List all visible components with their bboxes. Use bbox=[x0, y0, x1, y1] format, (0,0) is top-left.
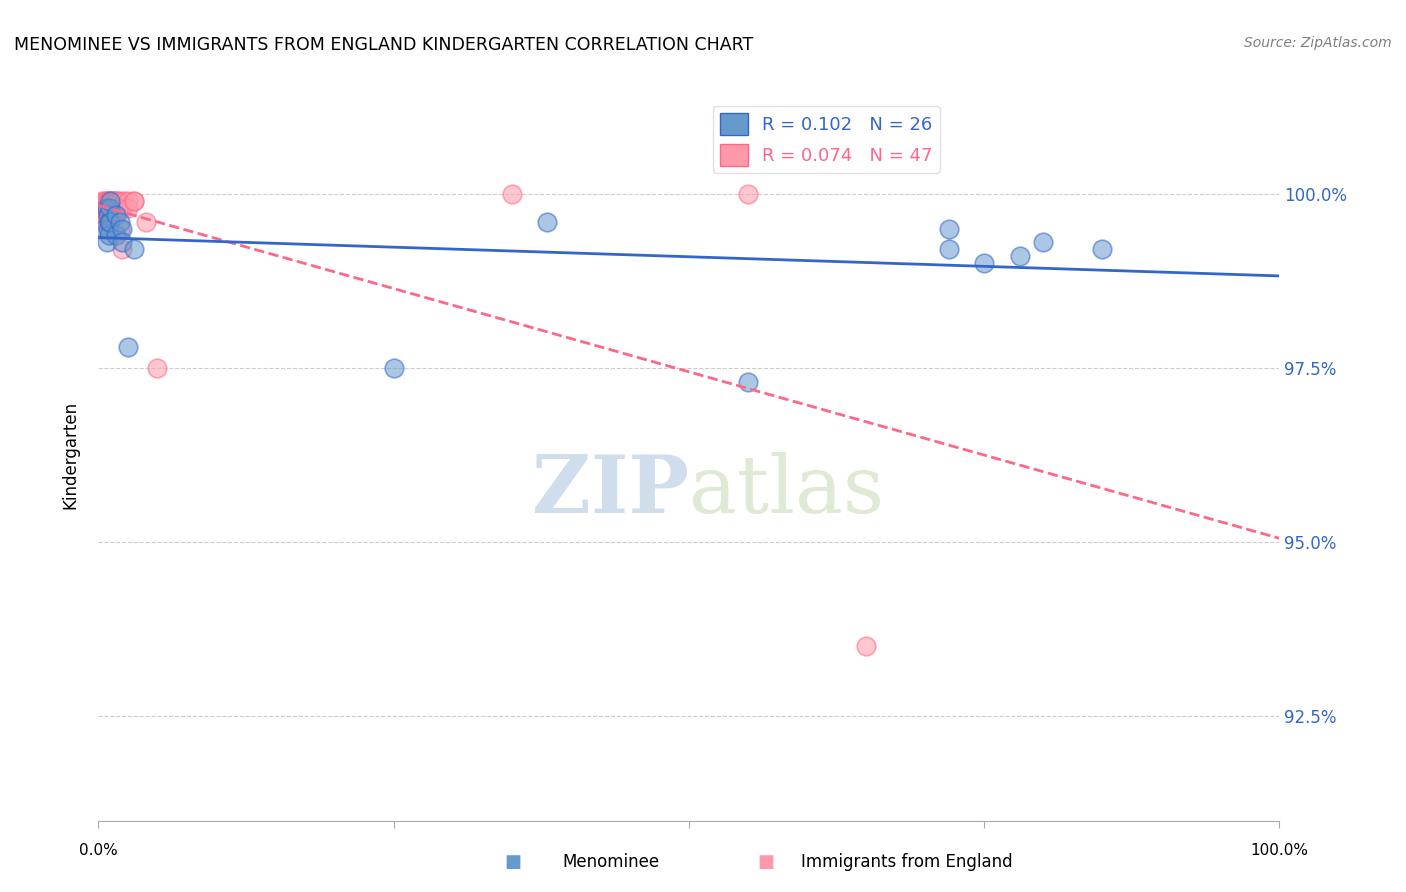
Point bbox=[93, 214, 115, 228]
Point bbox=[98, 201, 121, 215]
Point bbox=[117, 340, 139, 354]
Point bbox=[94, 201, 117, 215]
Point bbox=[112, 194, 135, 208]
Point bbox=[98, 201, 121, 215]
Point bbox=[855, 640, 877, 654]
Point bbox=[94, 194, 117, 208]
Y-axis label: Kindergarten: Kindergarten bbox=[62, 401, 80, 509]
Point bbox=[97, 194, 120, 208]
Text: Immigrants from England: Immigrants from England bbox=[801, 853, 1014, 871]
Point bbox=[122, 194, 145, 208]
Point bbox=[97, 208, 120, 222]
Point bbox=[98, 214, 121, 228]
Point bbox=[93, 194, 115, 208]
Point bbox=[111, 235, 134, 250]
Point bbox=[93, 201, 115, 215]
Point bbox=[135, 214, 157, 228]
Point bbox=[117, 201, 139, 215]
Point bbox=[737, 186, 759, 201]
Point bbox=[91, 208, 114, 222]
Point bbox=[108, 221, 131, 235]
Point bbox=[91, 201, 114, 215]
Point bbox=[111, 243, 134, 257]
Point bbox=[96, 201, 118, 215]
Point bbox=[111, 201, 134, 215]
Point bbox=[107, 201, 129, 215]
Point bbox=[97, 221, 120, 235]
Point bbox=[100, 201, 122, 215]
Point bbox=[117, 194, 139, 208]
Point bbox=[382, 360, 405, 375]
Text: 100.0%: 100.0% bbox=[1250, 843, 1309, 858]
Legend: R = 0.102   N = 26, R = 0.074   N = 47: R = 0.102 N = 26, R = 0.074 N = 47 bbox=[713, 105, 939, 173]
Point bbox=[938, 221, 960, 235]
Point bbox=[96, 208, 118, 222]
Point bbox=[103, 208, 125, 222]
Point bbox=[96, 201, 118, 215]
Text: MENOMINEE VS IMMIGRANTS FROM ENGLAND KINDERGARTEN CORRELATION CHART: MENOMINEE VS IMMIGRANTS FROM ENGLAND KIN… bbox=[14, 36, 754, 54]
Text: Source: ZipAtlas.com: Source: ZipAtlas.com bbox=[1244, 36, 1392, 50]
Point bbox=[100, 194, 122, 208]
Point bbox=[1091, 243, 1114, 257]
Point bbox=[104, 201, 127, 215]
Point bbox=[1008, 249, 1031, 263]
Point bbox=[97, 208, 120, 222]
Point bbox=[98, 208, 121, 222]
Point bbox=[96, 194, 118, 208]
Point bbox=[98, 194, 121, 208]
Point bbox=[108, 214, 131, 228]
Text: 0.0%: 0.0% bbox=[79, 843, 118, 858]
Point bbox=[122, 243, 145, 257]
Point bbox=[103, 194, 125, 208]
Point bbox=[973, 256, 995, 270]
Point bbox=[938, 243, 960, 257]
Point bbox=[98, 194, 121, 208]
Point bbox=[501, 186, 523, 201]
Point bbox=[93, 208, 115, 222]
Point bbox=[98, 214, 121, 228]
Text: atlas: atlas bbox=[689, 452, 884, 531]
Point bbox=[105, 201, 128, 215]
Text: ■: ■ bbox=[758, 853, 775, 871]
Point bbox=[101, 194, 124, 208]
Point bbox=[93, 221, 115, 235]
Point bbox=[98, 201, 121, 215]
Point bbox=[122, 194, 145, 208]
Point bbox=[101, 201, 124, 215]
Point bbox=[105, 208, 128, 222]
Point bbox=[94, 214, 117, 228]
Point bbox=[98, 194, 121, 208]
Point bbox=[98, 228, 121, 243]
Text: ZIP: ZIP bbox=[531, 452, 689, 531]
Point bbox=[108, 194, 131, 208]
Point bbox=[536, 214, 558, 228]
Point bbox=[105, 228, 128, 243]
Point bbox=[146, 360, 169, 375]
Point bbox=[737, 375, 759, 389]
Point bbox=[96, 235, 118, 250]
Point bbox=[97, 201, 120, 215]
Point bbox=[105, 194, 128, 208]
Point bbox=[111, 221, 134, 235]
Point bbox=[91, 194, 114, 208]
Point bbox=[94, 208, 117, 222]
Point bbox=[105, 194, 128, 208]
Text: Menominee: Menominee bbox=[562, 853, 659, 871]
Point bbox=[1032, 235, 1054, 250]
Text: ■: ■ bbox=[505, 853, 522, 871]
